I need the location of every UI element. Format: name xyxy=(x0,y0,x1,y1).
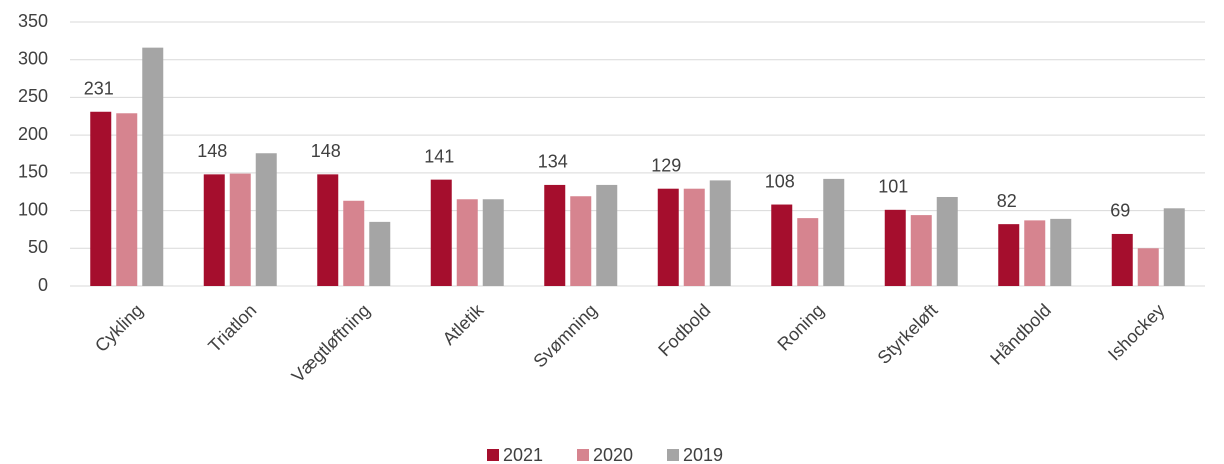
y-tick-label: 300 xyxy=(18,48,48,68)
bar xyxy=(683,188,705,286)
x-tick-label: Cykling xyxy=(91,300,147,356)
bar xyxy=(936,196,958,286)
y-tick-label: 200 xyxy=(18,124,48,144)
y-tick-label: 100 xyxy=(18,199,48,219)
legend-label: 2019 xyxy=(683,445,723,464)
bar xyxy=(203,174,225,286)
bar xyxy=(317,174,339,286)
bar xyxy=(1163,208,1185,286)
bar xyxy=(369,221,391,286)
bar xyxy=(823,178,845,286)
bar xyxy=(430,179,452,286)
legend-label: 2020 xyxy=(593,445,633,464)
data-label: 101 xyxy=(878,177,908,197)
x-tick-label: Svømning xyxy=(529,300,600,371)
x-tick-label: Fodbold xyxy=(654,300,714,360)
data-label: 82 xyxy=(997,191,1017,211)
x-tick-label: Atletik xyxy=(439,299,489,349)
bar xyxy=(482,199,504,286)
y-tick-label: 350 xyxy=(18,11,48,31)
bar xyxy=(1137,248,1159,286)
legend-swatch xyxy=(577,449,589,461)
legend-swatch xyxy=(487,449,499,461)
y-tick-label: 250 xyxy=(18,86,48,106)
bar xyxy=(229,173,251,286)
x-tick-label: Vægtløftning xyxy=(288,300,374,386)
bar xyxy=(797,218,819,286)
bar xyxy=(142,47,164,286)
y-tick-label: 0 xyxy=(38,275,48,295)
data-label: 231 xyxy=(84,79,114,99)
data-label: 148 xyxy=(311,141,341,161)
x-tick-label: Ishockey xyxy=(1104,300,1168,364)
bar xyxy=(657,188,679,286)
bar xyxy=(596,184,618,286)
data-label: 141 xyxy=(424,146,454,166)
bar xyxy=(884,209,906,286)
bar xyxy=(1050,218,1072,286)
legend-label: 2021 xyxy=(503,445,543,464)
y-tick-label: 50 xyxy=(28,237,48,257)
bar xyxy=(709,180,731,286)
bar xyxy=(1111,233,1133,286)
bar xyxy=(1024,220,1046,286)
bar xyxy=(570,196,592,286)
data-label: 108 xyxy=(765,171,795,191)
x-tick-label: Styrkeløft xyxy=(874,300,942,368)
data-label: 69 xyxy=(1110,201,1130,221)
bar xyxy=(255,153,277,286)
bar xyxy=(771,204,793,286)
bar xyxy=(343,200,365,286)
bar xyxy=(456,199,478,286)
bar xyxy=(90,111,112,286)
legend-swatch xyxy=(667,449,679,461)
x-tick-label: Håndbold xyxy=(986,300,1055,369)
data-label: 129 xyxy=(651,155,681,175)
bar xyxy=(544,184,566,286)
data-label: 134 xyxy=(538,152,568,172)
x-tick-label: Roning xyxy=(773,300,827,354)
bar xyxy=(998,224,1020,286)
x-tick-label: Triatlon xyxy=(204,300,260,356)
y-tick-label: 150 xyxy=(18,162,48,182)
data-label: 148 xyxy=(197,141,227,161)
bar xyxy=(116,113,138,286)
bar xyxy=(910,215,932,286)
